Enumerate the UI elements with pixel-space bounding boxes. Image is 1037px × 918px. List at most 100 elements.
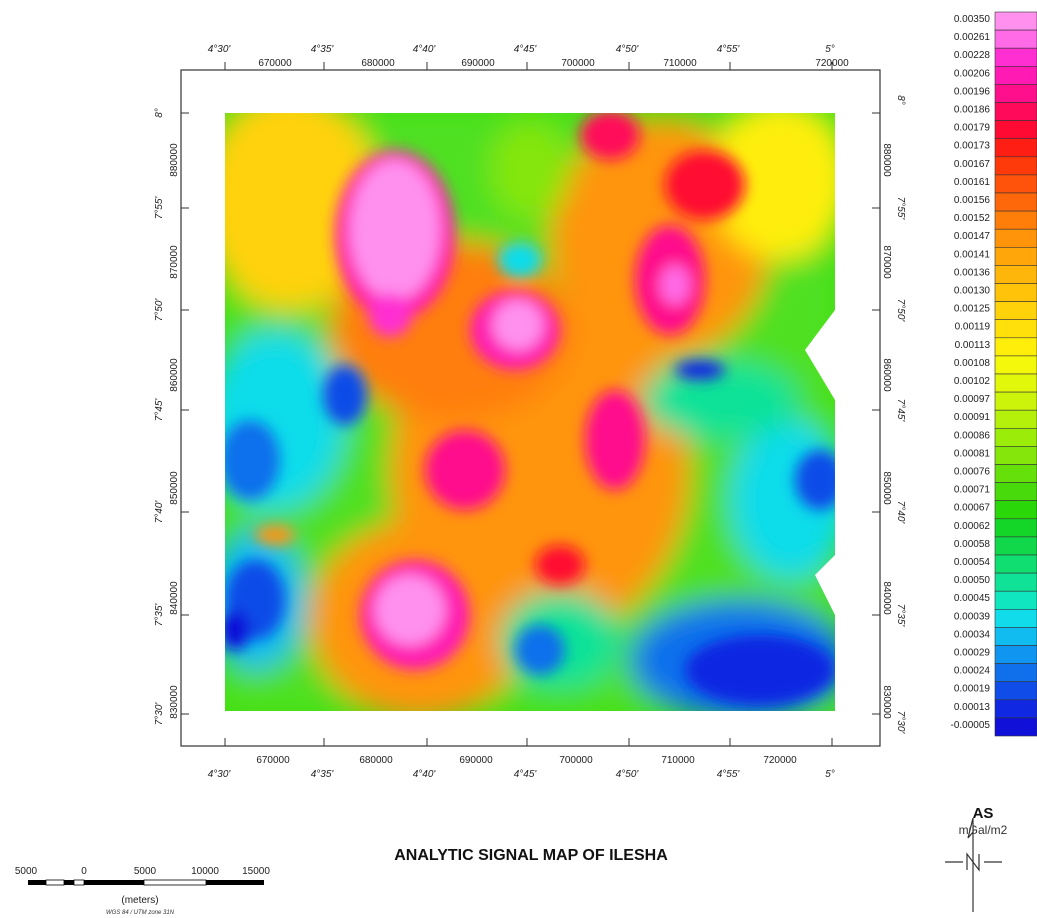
bottom-easting-label: 700000	[559, 755, 593, 766]
legend-swatch	[994, 66, 1037, 85]
legend-swatch	[994, 319, 1037, 339]
legend-value-label: 0.00076	[954, 467, 991, 478]
scale-bar-label: 10000	[191, 866, 219, 877]
legend-value-label: 0.00161	[954, 177, 991, 188]
projection-label: WGS 84 / UTM zone 31N	[106, 910, 175, 916]
legend-swatch	[994, 355, 1037, 375]
top-lon-label: 4°35'	[311, 44, 335, 55]
left-lat-label: 7°30'	[154, 702, 165, 726]
legend-swatch	[994, 446, 1037, 465]
right-lat-label: 8°	[895, 95, 906, 105]
legend-value-label: 0.00108	[954, 358, 991, 369]
legend-value-label: 0.00071	[954, 485, 991, 496]
left-northing-label: 830000	[169, 685, 180, 719]
top-easting-label: 680000	[361, 58, 395, 69]
legend-value-label: 0.00062	[954, 521, 991, 532]
legend-swatch	[994, 645, 1037, 664]
left-lat-label: 7°45'	[154, 398, 165, 422]
legend-value-label: 0.00152	[954, 213, 991, 224]
legend-swatch	[994, 699, 1037, 719]
legend-value-label: 0.00081	[954, 448, 991, 459]
legend-value-label: 0.00141	[954, 249, 991, 260]
right-lat-label: 7°45'	[895, 399, 906, 423]
legend-value-label: 0.00019	[954, 684, 991, 695]
analytic-signal-grid	[225, 113, 835, 711]
legend-swatch	[994, 627, 1037, 646]
map-title: ANALYTIC SIGNAL MAP OF ILESHA	[394, 847, 668, 864]
legend-swatch	[994, 156, 1037, 176]
left-northing-label: 840000	[169, 581, 180, 615]
scale-bar-label: 0	[81, 866, 87, 877]
scale-bar-label: 5000	[134, 866, 157, 877]
legend-value-label: 0.00029	[954, 648, 991, 659]
legend-value-label: 0.00179	[954, 123, 991, 134]
top-easting-label: 700000	[561, 58, 595, 69]
legend-swatch	[994, 717, 1037, 737]
right-lat-label: 7°50'	[895, 299, 906, 323]
legend-swatch	[994, 536, 1037, 556]
top-lon-label: 5°	[825, 44, 835, 55]
color-scale-legend: 0.00350 0.00261 0.00228 0.00206 0.00196 0.001…	[951, 11, 1037, 737]
top-easting-label: 690000	[461, 58, 495, 69]
left-northing-label: 880000	[169, 143, 180, 177]
legend-swatch	[994, 247, 1037, 266]
bottom-lon-label: 4°30'	[208, 769, 232, 780]
legend-swatch	[994, 138, 1037, 158]
legend-swatch	[994, 427, 1037, 447]
legend-swatch	[994, 500, 1037, 520]
legend-swatch	[994, 192, 1037, 212]
legend-swatch	[994, 228, 1037, 248]
right-lat-label: 7°30'	[895, 711, 906, 735]
scale-bar-label: 15000	[242, 866, 270, 877]
legend-value-label: 0.00067	[954, 503, 991, 514]
bottom-easting-label: 680000	[359, 755, 393, 766]
right-lat-label: 7°40'	[895, 501, 906, 525]
top-axis: 4°30' 4°35' 4°40' 4°45' 4°50' 4°55' 5° 6…	[208, 44, 849, 70]
legend-value-label: 0.00119	[955, 322, 991, 333]
legend-swatch	[994, 391, 1037, 411]
left-lat-label: 7°35'	[154, 603, 165, 627]
legend-swatch	[994, 11, 1037, 31]
legend-value-label: 0.00034	[954, 629, 991, 640]
right-lat-label: 7°55'	[895, 197, 906, 221]
scale-bar-label: 5000	[15, 866, 38, 877]
legend-swatch	[994, 102, 1037, 121]
legend-value-label: 0.00147	[954, 231, 991, 242]
top-lon-label: 4°45'	[514, 44, 538, 55]
legend-value-label: 0.00050	[954, 575, 991, 586]
legend-value-label: 0.00045	[954, 593, 991, 604]
legend-swatch	[994, 120, 1037, 139]
right-northing-label: 870000	[881, 245, 892, 279]
north-arrow-icon	[945, 817, 1002, 912]
legend-value-label: 0.00125	[954, 304, 991, 315]
bottom-easting-label: 690000	[459, 755, 493, 766]
top-easting-label: 710000	[663, 58, 697, 69]
legend-swatch	[994, 84, 1037, 103]
bottom-easting-label: 720000	[763, 755, 797, 766]
legend-swatch	[994, 373, 1037, 393]
legend-value-label: 0.00013	[954, 702, 991, 713]
legend-swatch	[994, 681, 1037, 701]
bottom-axis: 670000 680000 690000 700000 710000 72000…	[208, 738, 835, 780]
bottom-lon-label: 4°55'	[717, 769, 741, 780]
top-easting-label: 670000	[258, 58, 292, 69]
legend-value-label: 0.00173	[954, 141, 991, 152]
left-lat-label: 7°40'	[154, 500, 165, 524]
legend-value-label: 0.00097	[954, 394, 991, 405]
legend-value-label: 0.00054	[954, 557, 991, 568]
legend-value-label: 0.00136	[954, 267, 991, 278]
legend-swatch	[994, 554, 1037, 574]
scale-bar: 5000 0 5000 10000 15000 (meters) WGS 84 …	[15, 866, 270, 916]
left-lat-label: 8°	[154, 108, 165, 118]
legend-swatch	[994, 663, 1037, 682]
right-northing-label: 860000	[881, 358, 892, 392]
legend-value-label: 0.00086	[954, 430, 991, 441]
legend-value-label: 0.00206	[954, 68, 991, 79]
legend-swatch	[994, 283, 1037, 302]
right-northing-label: 840000	[881, 581, 892, 615]
legend-value-label: 0.00350	[954, 14, 991, 25]
legend-swatch	[994, 518, 1037, 538]
legend-swatch	[994, 29, 1037, 49]
right-lat-label: 7°35'	[895, 604, 906, 628]
left-axis: 8° 7°55' 7°50' 7°45' 7°40' 7°35' 7°30' 8…	[154, 108, 189, 725]
